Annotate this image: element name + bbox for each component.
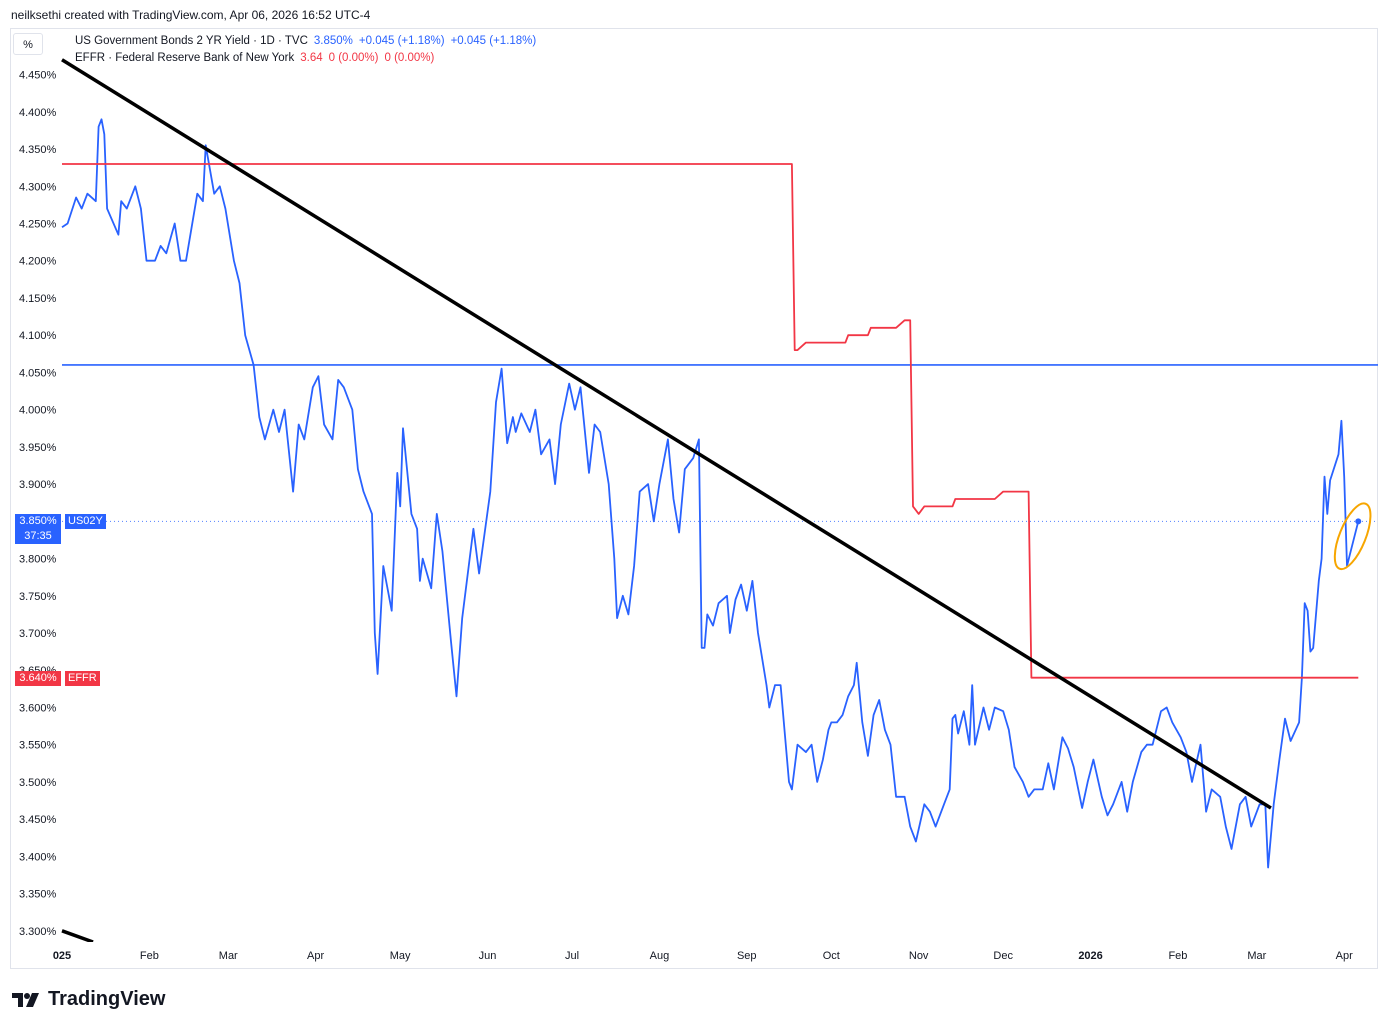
trendline-1 bbox=[61, 58, 1272, 810]
y-tick-label: 4.300% bbox=[19, 181, 57, 193]
x-tick-label: Apr bbox=[307, 950, 324, 962]
series-effr-line bbox=[62, 163, 1359, 679]
chart-frame bbox=[10, 28, 1378, 969]
us02y-price-tag-countdown: 37:35 bbox=[24, 530, 52, 542]
y-tick-label: 3.600% bbox=[19, 702, 57, 714]
x-tick-label: Mar bbox=[1247, 950, 1266, 962]
x-tick-label: Aug bbox=[650, 950, 670, 962]
x-tick-label: May bbox=[390, 950, 411, 962]
y-tick-label: 4.100% bbox=[19, 330, 57, 342]
legend-effr[interactable]: EFFR · Federal Reserve Bank of New York 3… bbox=[75, 52, 434, 64]
y-tick-label: 3.900% bbox=[19, 479, 57, 491]
tradingview-brand-text: TradingView bbox=[48, 988, 166, 1010]
y-tick-label: 3.550% bbox=[19, 740, 57, 752]
y-tick-label: 3.750% bbox=[19, 591, 57, 603]
x-tick-label: Feb bbox=[1168, 950, 1187, 962]
y-tick-label: 4.250% bbox=[19, 219, 57, 231]
us02y-price-tag-value: 3.850% bbox=[19, 515, 57, 527]
series-us02y-line bbox=[61, 118, 1360, 869]
y-tick-label: 3.800% bbox=[19, 554, 57, 566]
y-tick-label: 4.400% bbox=[19, 107, 57, 119]
us02y-price-tag: 3.850% 37:35 bbox=[15, 514, 61, 544]
legend-effr-value: 3.64 bbox=[300, 52, 323, 64]
legend-effr-change: 0 (0.00%) bbox=[328, 52, 379, 64]
y-tick-label: 4.150% bbox=[19, 293, 57, 305]
us02y-label-tag: US02Y bbox=[65, 514, 106, 529]
tradingview-logo[interactable]: TradingView bbox=[12, 988, 165, 1011]
y-tick-label: 4.450% bbox=[19, 70, 57, 82]
x-tick-label: Nov bbox=[909, 950, 929, 962]
legend-us02y-symbol: US Government Bonds 2 YR Yield · 1D · TV… bbox=[75, 35, 308, 47]
y-tick-label: 3.350% bbox=[19, 889, 57, 901]
trendline-2 bbox=[61, 929, 94, 942]
x-tick-label: Dec bbox=[993, 950, 1013, 962]
x-tick-label: Mar bbox=[219, 950, 238, 962]
x-tick-label: Apr bbox=[1336, 950, 1353, 962]
highlight-ellipse bbox=[1333, 502, 1372, 571]
unit-button[interactable]: % bbox=[13, 33, 43, 55]
effr-price-tag: 3.640% bbox=[15, 671, 61, 686]
legend-us02y[interactable]: US Government Bonds 2 YR Yield · 1D · TV… bbox=[75, 35, 536, 47]
y-tick-label: 3.700% bbox=[19, 628, 57, 640]
y-tick-label: 3.500% bbox=[19, 777, 57, 789]
chart-credit: neilksethi created with TradingView.com,… bbox=[11, 8, 371, 22]
tradingview-logo-icon bbox=[12, 992, 39, 1007]
x-tick-label: 2026 bbox=[1078, 950, 1102, 962]
x-tick-label: Sep bbox=[737, 950, 757, 962]
x-tick-label: Oct bbox=[823, 950, 840, 962]
y-tick-label: 3.400% bbox=[19, 851, 57, 863]
legend-effr-symbol: EFFR · Federal Reserve Bank of New York bbox=[75, 52, 295, 64]
x-tick-label: Jun bbox=[479, 950, 497, 962]
y-tick-label: 3.950% bbox=[19, 442, 57, 454]
legend-us02y-change: +0.045 (+1.18%) bbox=[358, 35, 445, 47]
y-tick-label: 4.350% bbox=[19, 144, 57, 156]
legend-effr-change-2: 0 (0.00%) bbox=[384, 52, 435, 64]
legend-us02y-value: 3.850% bbox=[313, 35, 353, 47]
y-tick-label: 4.000% bbox=[19, 405, 57, 417]
legend-us02y-change-2: +0.045 (+1.18%) bbox=[450, 35, 537, 47]
last-point-dot bbox=[1355, 518, 1362, 525]
x-tick-label: Feb bbox=[140, 950, 159, 962]
effr-label-tag: EFFR bbox=[65, 671, 100, 686]
x-tick-label: 025 bbox=[53, 950, 71, 962]
y-tick-label: 4.050% bbox=[19, 367, 57, 379]
y-tick-label: 4.200% bbox=[19, 256, 57, 268]
y-tick-label: 3.300% bbox=[19, 926, 57, 938]
y-tick-label: 3.450% bbox=[19, 814, 57, 826]
x-tick-label: Jul bbox=[565, 950, 579, 962]
